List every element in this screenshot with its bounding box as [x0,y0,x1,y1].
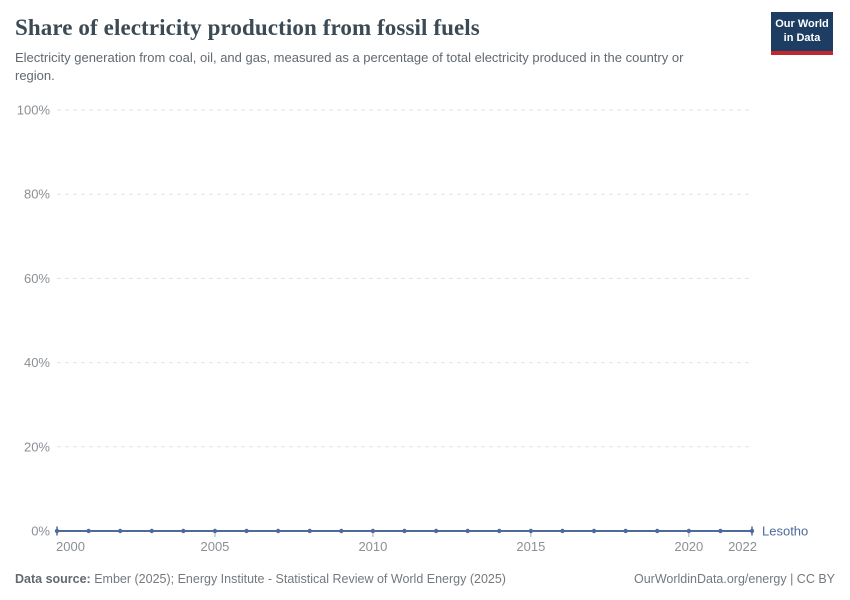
data-point[interactable] [212,528,218,534]
data-point[interactable] [307,528,312,534]
data-point[interactable] [402,528,407,534]
data-point[interactable] [623,528,628,534]
owid-logo-line1: Our World [775,18,829,30]
data-source-note: Data source: Ember (2025); Energy Instit… [15,572,506,586]
data-point[interactable] [117,528,123,534]
data-point[interactable] [181,528,186,534]
y-axis-tick-label: 0% [31,524,50,539]
data-source-label: Data source: [15,572,91,586]
x-axis-tick-label: 2005 [200,539,229,554]
y-axis-tick-label: 100% [17,103,51,118]
data-point[interactable] [465,528,470,534]
data-point[interactable] [560,528,565,534]
data-point[interactable] [497,528,502,534]
chart-footer: Data source: Ember (2025); Energy Instit… [15,572,835,586]
entity-label[interactable]: Lesotho [762,524,808,539]
y-axis-tick-label: 20% [24,439,50,454]
data-point[interactable] [244,528,249,534]
data-point[interactable] [528,528,534,534]
y-axis-tick-label: 60% [24,271,50,286]
x-axis-tick-label: 2015 [516,539,545,554]
x-axis-tick-label: 2020 [674,539,703,554]
x-axis-tick-label: 2022 [728,539,757,554]
data-point[interactable] [275,528,281,534]
data-point[interactable] [86,528,91,534]
data-point[interactable] [686,528,692,534]
data-point[interactable] [339,528,344,534]
data-point[interactable] [370,528,376,534]
data-point[interactable] [718,528,723,534]
data-point[interactable] [433,528,439,534]
y-axis-tick-label: 40% [24,355,50,370]
data-point[interactable] [655,528,660,534]
data-point[interactable] [591,528,597,534]
y-axis-tick-label: 80% [24,187,50,202]
data-point[interactable] [149,528,154,534]
page-title: Share of electricity production from fos… [15,15,480,40]
x-axis-tick-label: 2000 [56,539,85,554]
owid-logo-line2: in Data [783,31,821,44]
owid-logo[interactable]: Our World in Data [771,12,833,55]
chart-subtitle: Electricity generation from coal, oil, a… [15,49,684,84]
chart-header: Share of electricity production from fos… [15,14,760,86]
credit-link[interactable]: OurWorldinData.org/energy | CC BY [633,572,835,586]
x-axis-tick-label: 2010 [358,539,387,554]
data-source-text: Ember (2025); Energy Institute - Statist… [94,572,506,586]
